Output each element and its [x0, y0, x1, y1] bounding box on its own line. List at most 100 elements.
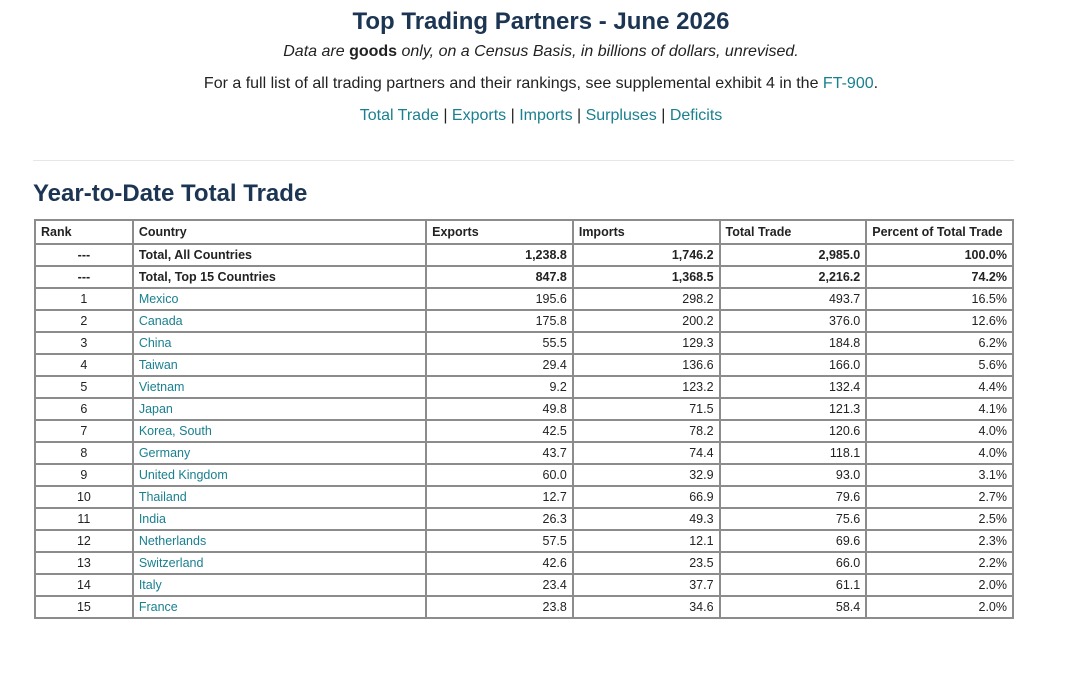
country-link[interactable]: Korea, South: [138, 424, 212, 438]
percent-cell: 2.3%: [865, 529, 1014, 553]
country-link[interactable]: France: [138, 600, 178, 614]
table-header-row: Rank Country Exports Imports Total Trade…: [34, 219, 1014, 245]
table-row: 2 Canada 175.8 200.2 376.0 12.6%: [34, 309, 1014, 333]
country-cell: Total, All Countries: [131, 243, 428, 267]
header-percent: Percent of Total Trade: [865, 219, 1014, 245]
exports-cell: 23.8: [425, 595, 574, 619]
percent-cell: 4.0%: [865, 419, 1014, 443]
exports-cell: 43.7: [425, 441, 574, 465]
percent-cell: 2.2%: [865, 551, 1014, 575]
percent-cell: 12.6%: [865, 309, 1014, 333]
country-cell: France: [131, 595, 428, 619]
total-trade-cell: 2,985.0: [718, 243, 868, 267]
table-body: --- Total, All Countries 1,238.8 1,746.2 2,9…: [34, 243, 1014, 619]
total-trade-cell: 184.8: [718, 331, 868, 355]
table-row: 11 India 26.3 49.3 75.6 2.5%: [34, 507, 1014, 531]
rank-cell: 14: [34, 573, 134, 597]
rank-cell: 1: [34, 287, 134, 311]
percent-cell: 2.0%: [865, 595, 1014, 619]
country-cell: United Kingdom: [131, 463, 428, 487]
trade-table: Rank Country Exports Imports Total Trade…: [34, 219, 1014, 619]
total-trade-cell: 69.6: [718, 529, 868, 553]
table-row: 9 United Kingdom 60.0 32.9 93.0 3.1%: [34, 463, 1014, 487]
country-link[interactable]: Japan: [138, 402, 173, 416]
percent-cell: 4.1%: [865, 397, 1014, 421]
section-title: Year-to-Date Total Trade: [33, 180, 308, 207]
rank-cell: 13: [34, 551, 134, 575]
rank-cell: 11: [34, 507, 134, 531]
country-link[interactable]: Germany: [138, 446, 191, 460]
table-row: 10 Thailand 12.7 66.9 79.6 2.7%: [34, 485, 1014, 509]
header-total-trade: Total Trade: [718, 219, 868, 245]
imports-cell: 37.7: [571, 573, 721, 597]
full-list-text: For a full list of all trading partners …: [203, 75, 823, 92]
header-country: Country: [131, 219, 428, 245]
imports-cell: 1,746.2: [571, 243, 721, 267]
country-link[interactable]: Thailand: [138, 490, 187, 504]
country-link[interactable]: Italy: [138, 578, 162, 592]
imports-cell: 78.2: [571, 419, 721, 443]
country-link[interactable]: Netherlands: [138, 534, 207, 548]
country-cell: Total, Top 15 Countries: [131, 265, 428, 289]
table-row: 5 Vietnam 9.2 123.2 132.4 4.4%: [34, 375, 1014, 399]
total-trade-cell: 61.1: [718, 573, 868, 597]
percent-cell: 6.2%: [865, 331, 1014, 355]
nav-total-trade-link[interactable]: Total Trade: [359, 107, 439, 124]
exports-cell: 57.5: [425, 529, 574, 553]
nav-imports-link[interactable]: Imports: [519, 107, 573, 124]
rank-cell: 3: [34, 331, 134, 355]
percent-cell: 16.5%: [865, 287, 1014, 311]
country-cell: China: [131, 331, 428, 355]
exports-cell: 12.7: [425, 485, 574, 509]
exports-cell: 23.4: [425, 573, 574, 597]
country-link[interactable]: China: [138, 336, 172, 350]
nav-surpluses-link[interactable]: Surpluses: [585, 107, 657, 124]
nav-separator: |: [656, 107, 670, 124]
country-cell: Germany: [131, 441, 428, 465]
imports-cell: 200.2: [571, 309, 721, 333]
table-row: 12 Netherlands 57.5 12.1 69.6 2.3%: [34, 529, 1014, 553]
exports-cell: 42.6: [425, 551, 574, 575]
country-link[interactable]: Vietnam: [138, 380, 185, 394]
exports-cell: 49.8: [425, 397, 574, 421]
ft900-link[interactable]: FT-900: [822, 75, 874, 92]
imports-cell: 298.2: [571, 287, 721, 311]
section-nav: Total Trade | Exports | Imports | Surplu…: [0, 106, 1082, 126]
total-trade-cell: 132.4: [718, 375, 868, 399]
percent-cell: 5.6%: [865, 353, 1014, 377]
percent-cell: 4.0%: [865, 441, 1014, 465]
rank-cell: 12: [34, 529, 134, 553]
country-cell: Mexico: [131, 287, 428, 311]
imports-cell: 129.3: [571, 331, 721, 355]
country-link[interactable]: Switzerland: [138, 556, 204, 570]
country-cell: Vietnam: [131, 375, 428, 399]
full-list-period: .: [873, 75, 879, 92]
total-trade-cell: 93.0: [718, 463, 868, 487]
country-link[interactable]: Mexico: [138, 292, 179, 306]
total-trade-cell: 58.4: [718, 595, 868, 619]
total-trade-cell: 66.0: [718, 551, 868, 575]
nav-exports-link[interactable]: Exports: [451, 107, 507, 124]
country-link[interactable]: United Kingdom: [138, 468, 228, 482]
country-link[interactable]: India: [138, 512, 166, 526]
country-cell: Netherlands: [131, 529, 428, 553]
total-trade-cell: 2,216.2: [718, 265, 868, 289]
rank-cell: 2: [34, 309, 134, 333]
imports-cell: 32.9: [571, 463, 721, 487]
percent-cell: 2.5%: [865, 507, 1014, 531]
country-cell: Italy: [131, 573, 428, 597]
country-link[interactable]: Canada: [138, 314, 183, 328]
header-exports: Exports: [425, 219, 574, 245]
country-cell: India: [131, 507, 428, 531]
percent-cell: 74.2%: [865, 265, 1014, 289]
percent-cell: 2.0%: [865, 573, 1014, 597]
table-row: 8 Germany 43.7 74.4 118.1 4.0%: [34, 441, 1014, 465]
rank-cell: 15: [34, 595, 134, 619]
country-link[interactable]: Taiwan: [138, 358, 178, 372]
nav-deficits-link[interactable]: Deficits: [669, 107, 723, 124]
table-row: 7 Korea, South 42.5 78.2 120.6 4.0%: [34, 419, 1014, 443]
data-note-prefix: Data are: [283, 43, 350, 60]
nav-separator: |: [572, 107, 586, 124]
country-cell: Japan: [131, 397, 428, 421]
table-row: 6 Japan 49.8 71.5 121.3 4.1%: [34, 397, 1014, 421]
